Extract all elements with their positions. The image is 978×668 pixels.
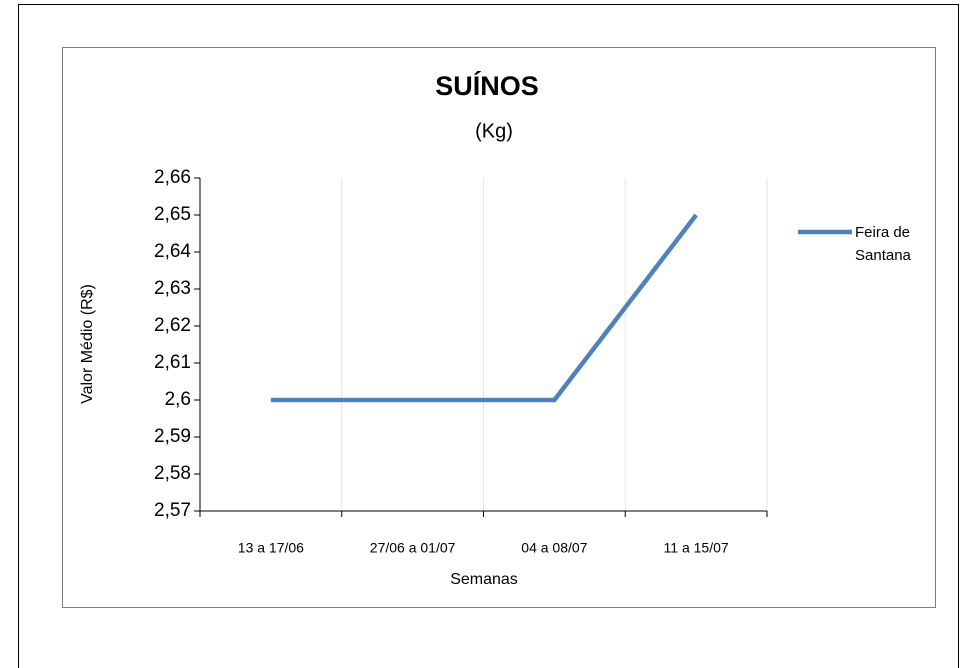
legend-label: Feira de Santana	[855, 224, 911, 264]
y-tick-label: 2,6	[165, 389, 191, 410]
y-tick-label: 2,62	[154, 315, 191, 336]
outer-frame	[18, 4, 959, 668]
x-axis-label: Semanas	[450, 571, 518, 588]
y-tick-label: 2,61	[154, 352, 191, 373]
y-axis-label: Valor Médio (R$)	[79, 284, 96, 404]
y-tick-label: 2,65	[154, 204, 191, 225]
y-tick-label: 2,58	[154, 463, 191, 484]
chart-title: SUÍNOS	[435, 70, 539, 101]
chart-frame	[62, 47, 936, 608]
y-tick-label: 2,66	[154, 167, 191, 188]
x-tick-label: 04 a 08/07	[521, 540, 587, 556]
series-line	[270, 213, 698, 403]
y-tick-label: 2,59	[154, 426, 191, 447]
x-tick-label: 27/06 a 01/07	[370, 540, 456, 556]
chart-subtitle: (Kg)	[475, 120, 513, 142]
x-tick-label: 11 a 15/07	[664, 540, 729, 556]
x-tick-label: 13 a 17/06	[238, 540, 304, 556]
y-tick-label: 2,63	[154, 278, 191, 299]
y-tick-label: 2,64	[154, 241, 191, 262]
y-tick-label: 2,57	[154, 500, 191, 521]
